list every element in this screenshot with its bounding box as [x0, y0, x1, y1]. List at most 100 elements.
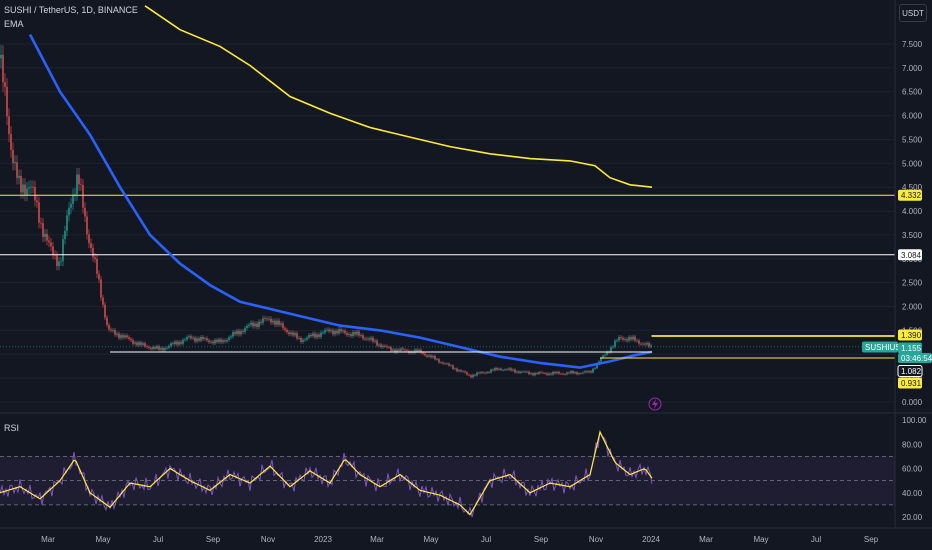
- candle-body: [582, 372, 584, 374]
- candle-body: [52, 246, 54, 255]
- candle-body: [508, 368, 510, 370]
- time-tick-label: Mar: [41, 535, 55, 544]
- candle-body: [592, 368, 594, 373]
- candle-body: [238, 330, 240, 335]
- candle-body: [62, 239, 64, 262]
- time-tick-label: Sep: [534, 535, 549, 544]
- candle-body: [446, 363, 448, 365]
- candle-body: [470, 375, 472, 378]
- candle-body: [110, 329, 112, 331]
- candle-body: [620, 337, 622, 339]
- candle-body: [568, 372, 570, 374]
- candle-body: [132, 340, 134, 344]
- box-top-tag-text: 1.390: [901, 331, 922, 340]
- candle-body: [204, 338, 206, 340]
- candle-body: [634, 336, 636, 341]
- rsi-pane[interactable]: [0, 429, 895, 518]
- candle-body: [312, 333, 314, 337]
- currency-unit-button[interactable]: USDT: [899, 4, 927, 22]
- candle-body: [10, 133, 12, 150]
- candle-body: [442, 362, 444, 364]
- candle-body: [36, 200, 38, 203]
- candle-body: [384, 345, 386, 347]
- candle-body: [376, 340, 378, 346]
- candle-body: [642, 343, 644, 345]
- candle-body: [594, 368, 596, 369]
- candle-body: [492, 369, 494, 371]
- candle-body: [626, 339, 628, 341]
- candle-body: [552, 371, 554, 375]
- candle-body: [164, 348, 166, 351]
- candle-body: [224, 340, 226, 342]
- candle-body: [12, 149, 14, 164]
- range-box-rect: [651, 335, 896, 337]
- candle-body: [190, 336, 192, 339]
- time-axis[interactable]: Mar May Jul Sep Nov 2023 Mar May Jul Sep Nov 2024 Ma…: [41, 535, 879, 544]
- candle-body: [98, 273, 100, 280]
- candle-body: [332, 330, 334, 335]
- price-tick-label: 0.000: [902, 398, 923, 407]
- candle-body: [46, 233, 48, 241]
- candle-body: [462, 371, 464, 373]
- candle-body: [182, 339, 184, 344]
- candle-body: [88, 234, 90, 244]
- candle-body: [522, 371, 524, 373]
- candle-body: [480, 372, 482, 374]
- candle-body: [222, 340, 224, 343]
- candle-body: [288, 332, 290, 335]
- candle-body: [162, 347, 164, 351]
- candle-body: [512, 369, 514, 371]
- yellow-level-tag: 4.332: [898, 189, 922, 201]
- candle-body: [6, 86, 8, 117]
- candle-body: [400, 348, 402, 351]
- last-price-tag: 1.155: [898, 342, 922, 354]
- candle-body: [432, 355, 434, 358]
- candle-body: [356, 331, 358, 335]
- candle-body: [280, 323, 282, 325]
- candle-body: [136, 342, 138, 346]
- ema-indicator-label[interactable]: EMA: [4, 19, 24, 29]
- candle-body: [438, 359, 440, 363]
- candle-body: [602, 355, 604, 358]
- candle-body: [80, 184, 82, 186]
- candle-body: [50, 242, 52, 247]
- candle-body: [436, 359, 438, 360]
- candle-body: [644, 343, 646, 345]
- candle-body: [496, 367, 498, 370]
- candle-body: [234, 332, 236, 335]
- countdown-tag: 03:46:54: [898, 353, 932, 363]
- price-tick-label: 3.500: [902, 231, 923, 240]
- candle-body: [490, 369, 492, 373]
- rsi-axis[interactable]: 100.00 80.00 60.00 40.00 20.00: [902, 416, 927, 522]
- time-tick-label: Mar: [699, 535, 713, 544]
- candle-body: [622, 338, 624, 340]
- candle-body: [518, 371, 520, 373]
- time-tick-label: Jul: [481, 535, 491, 544]
- horizontal-levels[interactable]: [0, 194, 895, 256]
- price-pane[interactable]: [0, 5, 896, 411]
- candle-body: [206, 338, 208, 341]
- candle-body: [116, 333, 118, 335]
- price-tick-label: 2.500: [902, 279, 923, 288]
- candle-body: [428, 355, 430, 357]
- rsi-indicator-label[interactable]: RSI: [4, 423, 20, 433]
- candle-body: [200, 336, 202, 341]
- candle-body: [600, 357, 602, 362]
- symbol-title[interactable]: SUSHI / TetherUS, 1D, BINANCE: [4, 5, 138, 15]
- candle-body: [48, 240, 50, 243]
- candle-body: [166, 347, 168, 349]
- candle-body: [586, 371, 588, 373]
- lightning-icon[interactable]: [648, 397, 662, 411]
- candle-body: [580, 373, 582, 375]
- candle-body: [526, 371, 528, 373]
- time-tick-label: May: [423, 535, 438, 544]
- candle-body: [96, 258, 98, 274]
- candle-body: [562, 373, 564, 375]
- candle-body: [338, 329, 340, 334]
- time-tick-label: Nov: [589, 535, 603, 544]
- candle-body: [450, 365, 452, 367]
- candle-body: [482, 372, 484, 373]
- candle-body: [192, 337, 194, 339]
- candle-body: [290, 332, 292, 335]
